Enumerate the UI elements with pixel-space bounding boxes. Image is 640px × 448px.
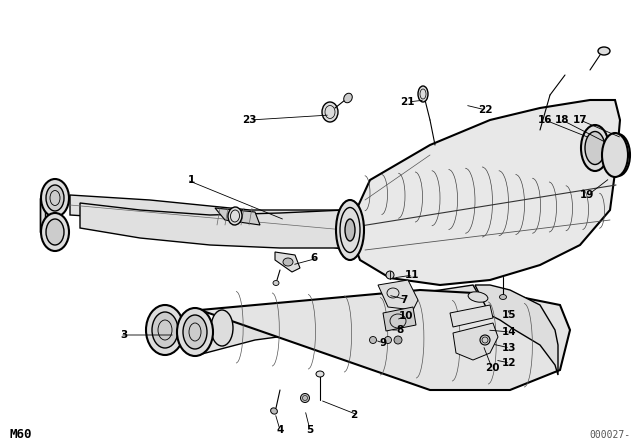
Ellipse shape — [499, 294, 506, 300]
Text: 16: 16 — [538, 115, 552, 125]
Polygon shape — [200, 290, 570, 390]
Text: 9: 9 — [380, 338, 387, 348]
Ellipse shape — [468, 292, 488, 302]
Ellipse shape — [228, 207, 242, 225]
Ellipse shape — [598, 47, 610, 55]
Ellipse shape — [46, 219, 64, 245]
Ellipse shape — [344, 93, 352, 103]
Ellipse shape — [386, 271, 394, 279]
Ellipse shape — [418, 86, 428, 102]
Text: 10: 10 — [399, 311, 413, 321]
Text: 5: 5 — [307, 425, 314, 435]
Ellipse shape — [211, 310, 233, 346]
Polygon shape — [215, 208, 260, 225]
Ellipse shape — [183, 315, 207, 349]
Text: 23: 23 — [242, 115, 257, 125]
Polygon shape — [70, 195, 345, 250]
Ellipse shape — [41, 179, 69, 217]
Text: 19: 19 — [580, 190, 595, 200]
Ellipse shape — [336, 200, 364, 260]
Polygon shape — [475, 285, 558, 375]
Ellipse shape — [394, 336, 402, 344]
Text: 18: 18 — [555, 115, 569, 125]
Polygon shape — [383, 307, 416, 331]
Text: 6: 6 — [310, 253, 317, 263]
Text: 12: 12 — [502, 358, 516, 368]
Text: 11: 11 — [405, 270, 419, 280]
Text: 2: 2 — [350, 410, 357, 420]
Ellipse shape — [41, 213, 69, 251]
Polygon shape — [40, 198, 45, 232]
Text: 7: 7 — [400, 295, 408, 305]
Polygon shape — [453, 323, 498, 360]
Text: 15: 15 — [502, 310, 516, 320]
Ellipse shape — [301, 393, 310, 402]
Ellipse shape — [385, 336, 392, 344]
Polygon shape — [275, 252, 300, 272]
Ellipse shape — [345, 219, 355, 241]
Ellipse shape — [606, 134, 630, 176]
Polygon shape — [185, 285, 490, 355]
Ellipse shape — [177, 308, 213, 356]
Ellipse shape — [581, 125, 609, 171]
Text: 13: 13 — [502, 343, 516, 353]
Ellipse shape — [369, 336, 376, 344]
Text: 21: 21 — [400, 97, 415, 107]
Text: 8: 8 — [396, 325, 404, 335]
Ellipse shape — [271, 408, 277, 414]
Text: 3: 3 — [121, 330, 128, 340]
Ellipse shape — [283, 258, 293, 266]
Ellipse shape — [322, 102, 338, 122]
Ellipse shape — [480, 335, 490, 345]
Polygon shape — [450, 305, 493, 327]
Text: 14: 14 — [502, 327, 516, 337]
Ellipse shape — [46, 185, 64, 211]
Ellipse shape — [585, 132, 605, 164]
Text: M60: M60 — [10, 428, 33, 441]
Ellipse shape — [273, 280, 279, 285]
Text: 000027-: 000027- — [589, 430, 630, 440]
Polygon shape — [80, 203, 345, 248]
Polygon shape — [348, 100, 620, 285]
Text: 4: 4 — [276, 425, 284, 435]
Ellipse shape — [610, 141, 626, 169]
Text: 22: 22 — [478, 105, 493, 115]
Ellipse shape — [146, 305, 184, 355]
Text: 17: 17 — [573, 115, 588, 125]
Text: 1: 1 — [188, 175, 195, 185]
Ellipse shape — [152, 312, 178, 348]
Ellipse shape — [602, 133, 628, 177]
Polygon shape — [378, 280, 418, 310]
Ellipse shape — [316, 371, 324, 377]
Text: 20: 20 — [484, 363, 499, 373]
